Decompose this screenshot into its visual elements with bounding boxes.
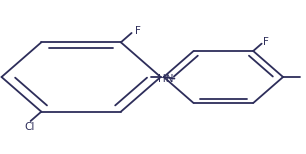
- Text: F: F: [263, 37, 269, 47]
- Text: F: F: [135, 26, 141, 36]
- Text: HN: HN: [158, 74, 173, 83]
- Text: Cl: Cl: [24, 122, 34, 132]
